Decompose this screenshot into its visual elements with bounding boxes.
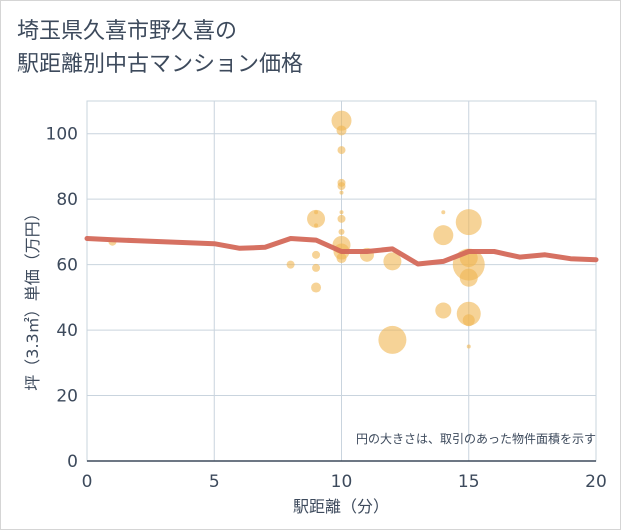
bubble (433, 225, 454, 246)
bubble (462, 314, 475, 327)
y-tick-label: 60 (56, 256, 78, 276)
bubble (456, 301, 481, 326)
y-tick-label: 80 (56, 190, 78, 210)
bubble (336, 125, 347, 136)
bubble (455, 209, 482, 236)
x-tick-label: 20 (585, 472, 607, 492)
bubble (336, 253, 347, 264)
y-tick-label: 20 (56, 387, 78, 407)
bubble (383, 252, 402, 271)
title-line-2: 駅距離別中古マンション価格 (17, 52, 304, 77)
tick-labels: 0 5 10 15 20 0 20 40 60 80 100 (46, 125, 607, 492)
x-tick-label: 5 (209, 472, 220, 492)
bubble (339, 210, 344, 215)
bubble (459, 268, 478, 287)
bubble (312, 263, 321, 272)
chart-title: 埼玉県久喜市野久喜の 駅距離別中古マンション価格 (17, 15, 303, 81)
x-tick-label: 15 (458, 472, 480, 492)
bubbles (108, 110, 485, 354)
bubble (435, 302, 452, 319)
y-tick-label: 100 (46, 125, 78, 145)
title-line-1: 埼玉県久喜市野久喜の (17, 19, 238, 44)
bubble (312, 250, 321, 259)
bubble (331, 110, 352, 131)
bubble (337, 182, 346, 191)
x-tick-label: 0 (82, 472, 93, 492)
bubble (314, 210, 319, 215)
bubble (338, 228, 345, 235)
bubble (311, 282, 322, 293)
x-axis-label: 駅距離（分） (293, 497, 389, 516)
bubble (307, 209, 326, 228)
bubble (339, 190, 344, 195)
bubble (378, 325, 407, 354)
bubble (441, 210, 446, 215)
trend-polyline (84, 236, 599, 267)
x-tick-label: 10 (331, 472, 353, 492)
chart-note: 円の大きさは、取引のあった物件面積を示す (356, 431, 596, 446)
bubble (286, 260, 295, 269)
y-axis-label: 坪（3.3㎡）単価（万円） (23, 205, 42, 390)
trend-line (84, 236, 599, 267)
bubble (314, 223, 319, 228)
y-tick-label: 40 (56, 321, 78, 341)
bubble (337, 146, 346, 155)
y-tick-label: 0 (67, 452, 78, 472)
grid-lines (86, 100, 597, 462)
bubble (337, 214, 346, 223)
bubble (466, 344, 471, 349)
